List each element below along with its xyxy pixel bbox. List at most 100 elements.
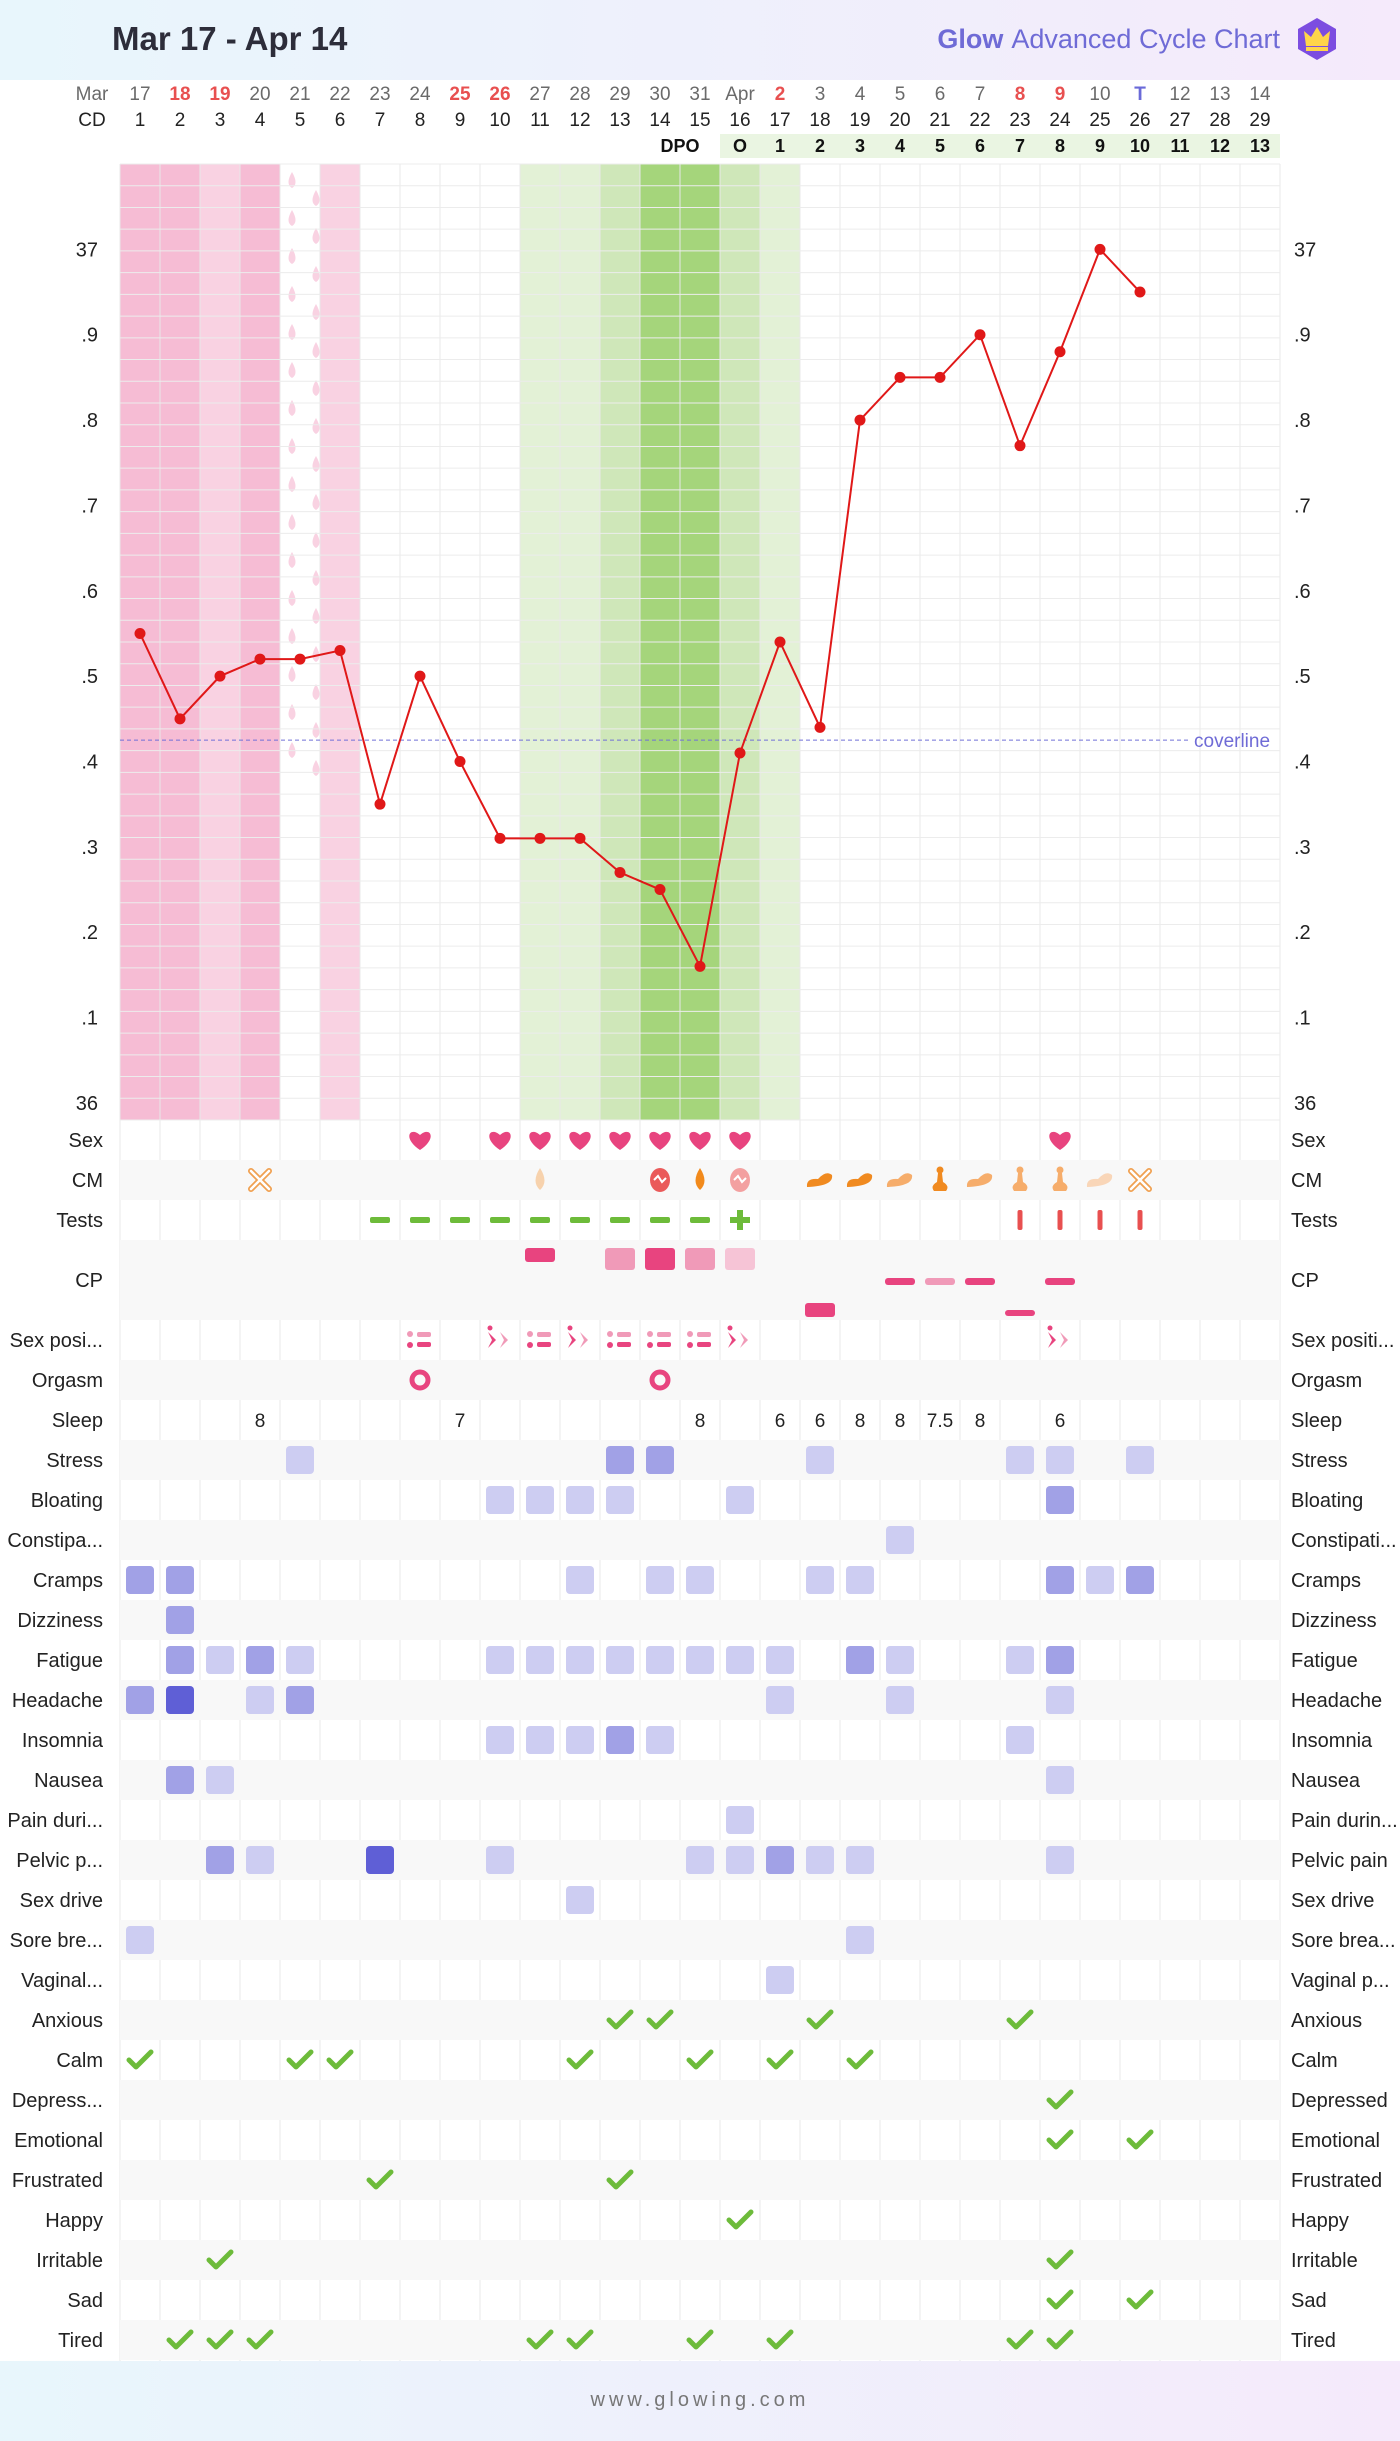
heart-icon xyxy=(489,1131,511,1150)
symptom-square xyxy=(766,1686,794,1714)
row-band xyxy=(120,1600,1280,1640)
y-tick-left: .1 xyxy=(81,1008,98,1030)
symptom-square xyxy=(246,1686,274,1714)
date-label: T xyxy=(1134,84,1146,105)
ovulation-test-negative-icon xyxy=(690,1217,710,1223)
page-title: Mar 17 - Apr 14 xyxy=(112,20,348,57)
row-label-right: Dizziness xyxy=(1291,1610,1377,1632)
symptom-square xyxy=(606,1646,634,1674)
cm-sticky-icon xyxy=(1052,1173,1068,1191)
row-label-right: Sore brea... xyxy=(1291,1930,1396,1952)
row-label-right: Irritable xyxy=(1291,2250,1358,2272)
sex-position-icon-b xyxy=(607,1342,613,1348)
symptom-square xyxy=(846,1566,874,1594)
row-label-right: Calm xyxy=(1291,2050,1338,2072)
check-icon xyxy=(1046,2289,1074,2310)
date-label: 10 xyxy=(1089,84,1110,105)
check-icon xyxy=(726,2209,754,2230)
sex-position-icon-c xyxy=(487,1325,493,1331)
row-label: Sex xyxy=(69,1130,103,1152)
symptom-square xyxy=(726,1806,754,1834)
date-label: 8 xyxy=(1015,84,1026,105)
cm-watery-icon xyxy=(695,1168,705,1190)
sleep-value: 8 xyxy=(695,1411,706,1432)
ovulation-test-negative-icon xyxy=(570,1217,590,1223)
symptom-square xyxy=(646,1446,674,1474)
symptom-square xyxy=(126,1926,154,1954)
symptom-square xyxy=(126,1686,154,1714)
symptom-square xyxy=(286,1446,314,1474)
ovulation-test-negative-icon xyxy=(530,1217,550,1223)
ovulation-test-negative-icon xyxy=(610,1217,630,1223)
y-tick-left: .3 xyxy=(81,837,98,859)
cycle-day-label: 6 xyxy=(335,110,346,131)
symptom-square xyxy=(526,1726,554,1754)
dpo-value: 12 xyxy=(1210,136,1230,156)
symptom-square xyxy=(286,1686,314,1714)
check-icon xyxy=(166,2329,194,2350)
row-label-right: Orgasm xyxy=(1291,1370,1362,1392)
symptom-square xyxy=(286,1646,314,1674)
cycle-day-label: 12 xyxy=(569,110,590,131)
check-icon xyxy=(1126,2289,1154,2310)
cm-sticky-icon-top xyxy=(936,1166,944,1174)
date-label: Apr xyxy=(725,84,755,105)
brand-label: Glow Advanced Cycle Chart xyxy=(937,24,1280,55)
symptom-square xyxy=(566,1566,594,1594)
row-label: Stress xyxy=(46,1450,103,1472)
check-icon xyxy=(1046,2129,1074,2150)
symptom-square xyxy=(1126,1446,1154,1474)
row-band xyxy=(120,1920,1280,1960)
y-tick-right: .7 xyxy=(1294,495,1311,517)
brand-word: Glow xyxy=(937,24,1004,54)
symptom-square xyxy=(846,1646,874,1674)
cm-watery-icon xyxy=(535,1168,545,1190)
y-tick-left: .8 xyxy=(81,410,98,432)
row-label: Tests xyxy=(56,1210,103,1232)
row-label: Tired xyxy=(58,2330,103,2352)
cm-dry-icon-inner xyxy=(1129,1169,1151,1191)
check-icon xyxy=(646,2009,674,2030)
temperature-point xyxy=(1014,440,1026,452)
symptom-square xyxy=(486,1646,514,1674)
check-icon xyxy=(326,2049,354,2070)
dpo-value: O xyxy=(733,136,747,156)
row-band xyxy=(120,2160,1280,2200)
dpo-value: 4 xyxy=(895,136,905,156)
spotting-drop-icon xyxy=(288,514,296,530)
temperature-point xyxy=(1094,243,1106,255)
sex-position-icon-b xyxy=(407,1342,413,1348)
symptom-square xyxy=(166,1646,194,1674)
check-icon xyxy=(806,2009,834,2030)
cervical-position-icon xyxy=(605,1248,635,1270)
row-label-right: Sleep xyxy=(1291,1410,1342,1432)
spotting-drop-icon xyxy=(312,570,320,586)
symptom-square xyxy=(486,1846,514,1874)
row-label: CP xyxy=(75,1270,103,1292)
date-label: 4 xyxy=(855,84,866,105)
cycle-day-label: 7 xyxy=(375,110,386,131)
temperature-point xyxy=(1134,286,1146,298)
row-band xyxy=(120,1360,1280,1400)
heart-icon xyxy=(729,1131,751,1150)
row-label: Calm xyxy=(56,2050,103,2072)
spotting-drop-icon xyxy=(312,342,320,358)
ovulation-test-negative-icon xyxy=(450,1217,470,1223)
symptom-square xyxy=(366,1846,394,1874)
spotting-drop-icon xyxy=(288,552,296,568)
spotting-drop-icon xyxy=(288,704,296,720)
sex-position-icon-d xyxy=(657,1342,671,1347)
check-icon xyxy=(686,2329,714,2350)
check-icon xyxy=(1006,2329,1034,2350)
cd-label: CD xyxy=(78,110,105,131)
row-label-right: Tests xyxy=(1291,1210,1338,1232)
symptom-square xyxy=(726,1646,754,1674)
temperature-point xyxy=(894,371,906,383)
symptom-square xyxy=(486,1486,514,1514)
check-icon xyxy=(1046,2089,1074,2110)
temperature-point xyxy=(134,627,146,639)
temperature-point xyxy=(574,832,586,844)
symptom-square xyxy=(1046,1846,1074,1874)
sex-position-icon xyxy=(728,1332,736,1348)
spotting-drop-icon xyxy=(288,172,296,188)
